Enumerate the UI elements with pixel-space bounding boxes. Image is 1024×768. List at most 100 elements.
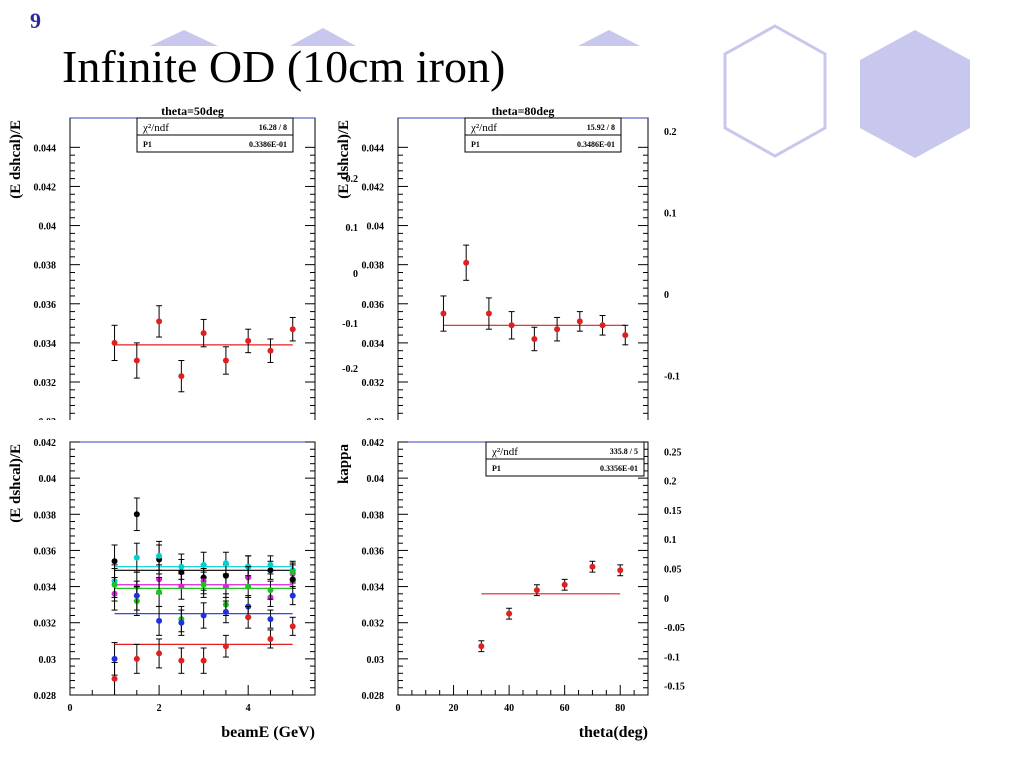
overlay-tick-label: -0.1 xyxy=(342,319,358,330)
data-point xyxy=(222,560,229,567)
chart-all-angles: 0.028 0.03 0.032 0.034 0.036 0.038 0.04 0.042 0 2… xyxy=(8,438,316,741)
x-tick-label: 0 xyxy=(68,703,73,714)
y-tick-label: 0.04 xyxy=(39,222,57,233)
triangle-decoration xyxy=(150,30,218,46)
right-y-tick-label: 0 xyxy=(664,594,669,605)
y-tick-label: 0.034 xyxy=(362,339,385,350)
stats-param-value: 0.3486E-01 xyxy=(577,140,615,149)
triangle-decoration xyxy=(578,30,640,46)
data-point xyxy=(156,650,163,657)
data-point xyxy=(289,623,296,630)
y-tick-label: 0.036 xyxy=(362,546,385,557)
y-tick-label: 0.04 xyxy=(367,222,385,233)
data-point xyxy=(508,322,515,329)
x-axis-label: theta(deg) xyxy=(579,724,648,741)
y-tick-label: 0.032 xyxy=(362,619,385,630)
data-point xyxy=(267,616,274,623)
data-point xyxy=(617,567,624,574)
y-tick-label: 0.036 xyxy=(362,300,385,311)
right-y-tick-label: 0.1 xyxy=(664,209,677,220)
stats-param-label: P1 xyxy=(143,140,152,149)
stats-param-label: P1 xyxy=(492,464,501,473)
y-tick-label: 0.038 xyxy=(362,510,385,521)
stats-param-value: 0.3356E-01 xyxy=(600,464,638,473)
y-tick-label: 0.036 xyxy=(34,300,57,311)
y-tick-label: 0.032 xyxy=(34,378,57,389)
x-tick-label: 60 xyxy=(560,703,570,714)
data-point xyxy=(133,554,140,561)
y-tick-label: 0.036 xyxy=(34,546,57,557)
data-point xyxy=(267,635,274,642)
data-point xyxy=(463,259,470,266)
data-point xyxy=(222,357,229,364)
data-point xyxy=(111,339,118,346)
x-axis-label: beamE (GeV) xyxy=(221,724,315,741)
right-y-tick-label: -0.1 xyxy=(664,652,680,663)
data-point xyxy=(267,347,274,354)
slide-title: Infinite OD (10cm iron) xyxy=(62,41,506,92)
stats-param-value: 0.3386E-01 xyxy=(249,140,287,149)
data-point xyxy=(200,657,207,664)
overlay-tick-label: 0 xyxy=(353,269,358,280)
chart-theta-50deg: 0.0280.030.0320.0340.0360.0380.040.0420.… xyxy=(8,104,316,420)
y-tick-label: 0.044 xyxy=(34,143,57,154)
data-point xyxy=(245,337,252,344)
data-point xyxy=(531,335,538,342)
y-tick-label: 0.03 xyxy=(39,655,57,666)
x-tick-label: 20 xyxy=(449,703,459,714)
right-y-tick-label: -0.05 xyxy=(664,623,685,634)
right-y-tick-label: 0 xyxy=(664,290,669,301)
data-point xyxy=(200,561,207,568)
y-tick-label: 0.03 xyxy=(367,417,385,420)
data-point xyxy=(178,563,185,570)
stats-chi2-label: χ²/ndf xyxy=(491,446,518,458)
y-tick-label: 0.034 xyxy=(34,339,57,350)
chart-title: theta=50deg xyxy=(161,104,224,118)
y-tick-label: 0.032 xyxy=(362,378,385,389)
y-axis-label: (E dshcal)/E xyxy=(8,444,24,523)
data-point xyxy=(156,318,163,325)
y-tick-label: 0.042 xyxy=(34,438,57,449)
data-point xyxy=(222,643,229,650)
data-point xyxy=(267,587,274,594)
y-tick-label: 0.03 xyxy=(39,417,57,420)
data-point xyxy=(200,581,207,588)
y-tick-label: 0.04 xyxy=(39,474,57,485)
x-tick-label: 4 xyxy=(246,703,251,714)
plot-frame xyxy=(69,117,316,420)
data-point xyxy=(245,583,252,590)
overlay-tick-label: 0.1 xyxy=(346,223,359,234)
y-axis-label: (E dshcal)/E xyxy=(8,120,24,199)
right-y-tick-label: 0.15 xyxy=(664,506,682,517)
stats-chi2-value: 335.8 / 5 xyxy=(610,447,638,456)
y-tick-label: 0.034 xyxy=(34,583,57,594)
y-tick-label: 0.044 xyxy=(362,143,385,154)
data-point xyxy=(178,373,185,380)
data-point xyxy=(133,655,140,662)
data-point xyxy=(222,608,229,615)
data-point xyxy=(111,558,118,565)
data-point xyxy=(178,657,185,664)
hexagon-outline-decoration xyxy=(723,24,827,158)
chart-theta-80deg: 0.0280.030.0320.0340.0360.0380.040.0420.… xyxy=(336,104,680,420)
chart-kappa-vs-theta: 0.028 0.03 0.032 0.034 0.036 0.038 0.04 0.042 0 2… xyxy=(336,438,685,741)
data-point xyxy=(599,322,606,329)
right-y-tick-label: 0.2 xyxy=(664,477,677,488)
data-point xyxy=(478,643,485,650)
plot-frame xyxy=(69,441,316,696)
y-tick-label: 0.038 xyxy=(34,510,57,521)
stats-box: χ²/ndf 335.8 / 5 P1 0.3356E-01 xyxy=(485,441,645,477)
slide-number: 9 xyxy=(30,8,41,33)
data-point xyxy=(622,332,629,339)
data-point xyxy=(506,610,513,617)
y-tick-label: 0.034 xyxy=(362,583,385,594)
data-point xyxy=(561,581,568,588)
data-point xyxy=(589,563,596,570)
right-y-tick-label: 0.25 xyxy=(664,447,682,458)
data-point xyxy=(111,675,118,682)
x-tick-label: 2 xyxy=(157,703,162,714)
y-tick-label: 0.032 xyxy=(34,619,57,630)
stats-chi2-label: χ²/ndf xyxy=(470,122,497,134)
right-y-tick-label: 0.2 xyxy=(664,127,677,138)
y-tick-label: 0.038 xyxy=(34,261,57,272)
